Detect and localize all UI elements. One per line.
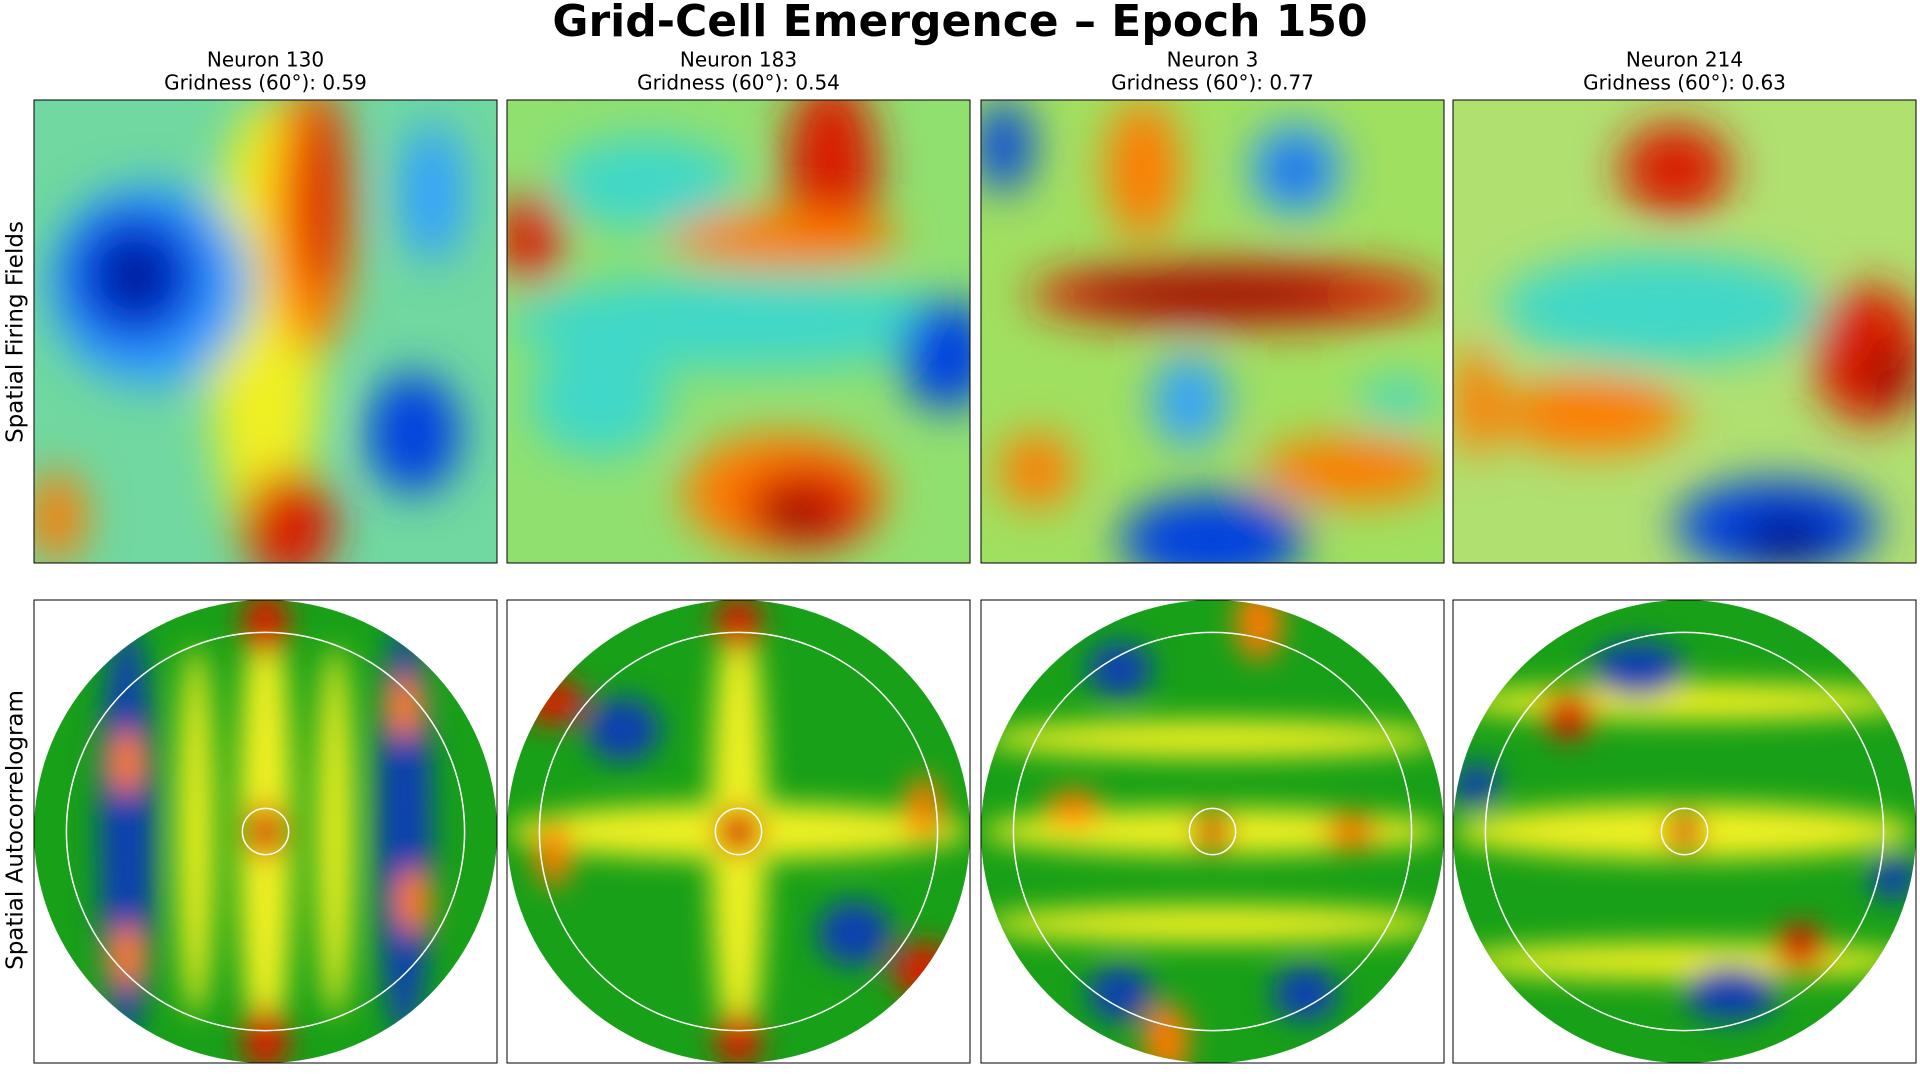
field-blob <box>553 137 739 230</box>
corr-blob <box>108 729 146 795</box>
field-blob <box>1073 275 1352 313</box>
panel-title: Neuron 183 <box>680 48 797 72</box>
firing-field <box>1453 100 1916 563</box>
panel-title: Neuron 214 <box>1626 48 1743 72</box>
corr-blob <box>246 803 285 860</box>
field-blob <box>999 433 1074 508</box>
autocorrelogram <box>34 600 497 1063</box>
outer-ring <box>1484 631 1885 1032</box>
corr-blob <box>1772 924 1829 971</box>
field-blob <box>507 275 970 369</box>
corr-blobs <box>98 600 433 1063</box>
field-blobs <box>34 100 465 563</box>
field-blob <box>507 192 563 286</box>
inner-ring <box>1660 807 1709 856</box>
panel-frame <box>1452 99 1917 564</box>
corr-blob <box>1272 965 1338 1022</box>
corr-blob <box>395 868 433 934</box>
field-blob <box>900 299 970 411</box>
field-blobs <box>507 100 970 554</box>
autocorrelogram <box>507 600 970 1063</box>
field-blob <box>34 470 85 563</box>
corr-blob <box>385 674 423 739</box>
corr-blob <box>1684 965 1778 1022</box>
field-blob <box>981 100 1032 193</box>
corr-blob <box>981 905 1444 943</box>
field-blob <box>1499 252 1824 364</box>
corr-blob <box>585 697 660 763</box>
field-blob <box>1152 354 1227 448</box>
field-blob <box>766 493 822 540</box>
panel-subtitle: Gridness (60°): 0.63 <box>1583 71 1786 95</box>
panel-frame <box>980 599 1445 1064</box>
inner-ring <box>1188 807 1237 856</box>
outer-ring <box>1012 631 1413 1032</box>
panel-title: Neuron 3 <box>1167 48 1259 72</box>
field-blob <box>1453 345 1500 457</box>
field-blob <box>530 345 670 457</box>
field-blob <box>1499 377 1685 452</box>
row-label: Spatial Autocorrelogram <box>3 690 29 970</box>
corr-blobs <box>1453 641 1916 1022</box>
field-blobs <box>1453 123 1916 563</box>
field-blob <box>1360 377 1435 425</box>
corr-blob <box>1591 641 1685 698</box>
panel-frame <box>506 99 971 564</box>
figure-title: Grid-Cell Emergence – Epoch 150 <box>552 0 1367 47</box>
corr-blob <box>1045 789 1102 827</box>
corr-blob <box>715 600 762 651</box>
field-blob <box>1119 493 1306 563</box>
field-blob <box>367 373 460 494</box>
field-blobs <box>981 100 1444 563</box>
panel-frame <box>980 99 1445 564</box>
corr-blob <box>1087 965 1153 1022</box>
panel-subtitle: Gridness (60°): 0.59 <box>164 71 367 95</box>
corr-blob <box>1193 812 1232 851</box>
autocorrelogram <box>1453 600 1916 1063</box>
corr-blob <box>108 924 146 989</box>
corr-blob <box>1665 812 1704 851</box>
field-blob <box>1740 512 1833 563</box>
inner-ring <box>714 807 763 856</box>
field-blob <box>1619 123 1731 216</box>
outer-ring <box>65 631 466 1032</box>
field-blob <box>297 100 345 295</box>
corr-blob <box>242 1007 289 1063</box>
panel-frame <box>506 599 971 1064</box>
corr-blob <box>715 1012 762 1063</box>
corr-blob <box>981 720 1444 758</box>
corr-blob <box>1540 692 1597 739</box>
panel-frame <box>33 599 498 1064</box>
corr-blob <box>242 600 289 656</box>
panel-title: Neuron 130 <box>207 48 324 72</box>
field-blob <box>1258 437 1444 503</box>
corr-blob <box>715 808 762 855</box>
outer-ring <box>538 631 939 1032</box>
firing-field <box>507 100 970 563</box>
field-blob <box>1869 350 1916 406</box>
corr-blob <box>1323 812 1380 851</box>
panel-subtitle: Gridness (60°): 0.77 <box>1111 71 1314 95</box>
field-blob <box>669 211 901 267</box>
corr-blob <box>817 900 892 966</box>
field-blob <box>399 123 465 263</box>
panel-subtitle: Gridness (60°): 0.54 <box>637 71 840 95</box>
corr-blob <box>1087 641 1153 698</box>
panel-frame <box>1452 599 1917 1064</box>
firing-field <box>34 100 497 563</box>
field-blob <box>103 238 169 313</box>
panel-frame <box>33 99 498 564</box>
corr-blob <box>316 646 354 1017</box>
inner-ring <box>241 807 290 856</box>
field-blob <box>1272 146 1319 193</box>
field-blob <box>242 470 335 563</box>
row-label: Spatial Firing Fields <box>3 221 29 443</box>
corr-blob <box>177 646 215 1017</box>
field-blob <box>1106 100 1181 239</box>
firing-field <box>981 100 1444 563</box>
